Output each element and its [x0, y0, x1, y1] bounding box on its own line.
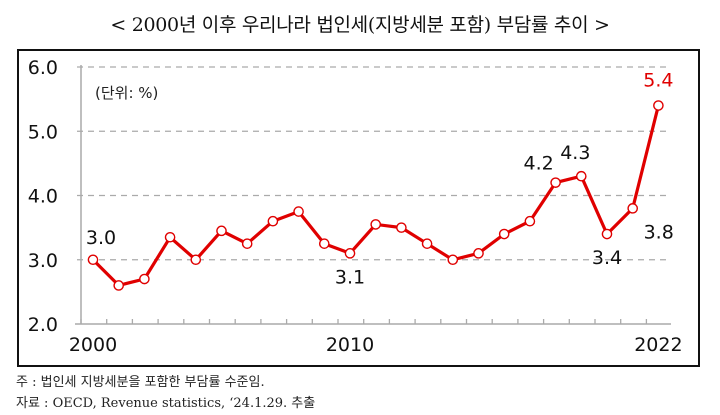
- data-label: 3.4: [592, 247, 622, 269]
- x-tick-label: 2000: [69, 334, 117, 356]
- data-point-marker: [318, 238, 330, 249]
- data-point-marker: [627, 203, 639, 214]
- data-label: 3.1: [335, 266, 365, 288]
- data-point-marker: [653, 100, 664, 111]
- data-label: 4.2: [523, 153, 553, 175]
- data-point-marker: [344, 248, 356, 259]
- data-point-marker: [473, 248, 484, 259]
- footnote-note: 주 : 법인세 지방세분을 포함한 부담률 수준임.: [16, 375, 265, 390]
- data-point-marker: [601, 228, 613, 240]
- data-point-marker: [524, 215, 536, 227]
- x-axis-tick-labels: 2000 2010 2022: [69, 334, 683, 356]
- data-point-marker: [447, 254, 459, 266]
- data-point-marker: [164, 231, 176, 243]
- data-label: 3.0: [86, 227, 116, 249]
- data-point-marker: [550, 177, 561, 188]
- y-tick-label: 6.0: [28, 57, 58, 79]
- x-tick-label: 2010: [326, 334, 374, 356]
- chart-title: < 2000년 이후 우리나라 법인세(지방세분 포함) 부담률 추이 >: [110, 14, 610, 36]
- data-point-marker: [113, 280, 124, 291]
- data-point-marker: [498, 228, 510, 240]
- data-label: 3.8: [644, 221, 674, 243]
- data-point-markers: [87, 100, 664, 291]
- data-label: 5.4: [643, 70, 673, 92]
- data-point-marker: [139, 273, 150, 285]
- chart-frame: [17, 49, 700, 367]
- footnote-source: 자료 : OECD, Revenue statistics, ‘24.1.29.…: [16, 396, 316, 411]
- axes: [75, 65, 671, 325]
- data-point-marker: [293, 206, 304, 217]
- data-point-marker: [576, 170, 587, 182]
- data-point-marker: [370, 219, 382, 230]
- y-tick-label: 5.0: [28, 121, 58, 143]
- x-tick-label: 2022: [634, 334, 682, 356]
- y-tick-label: 4.0: [28, 186, 58, 208]
- data-point-marker: [216, 225, 227, 237]
- data-labels: 3.0 3.1 4.2 4.3 3.4 3.8 5.4: [86, 70, 674, 289]
- unit-label: (단위: %): [95, 84, 158, 102]
- y-tick-label: 2.0: [28, 314, 58, 336]
- data-point-marker: [87, 254, 99, 266]
- data-point-marker: [241, 238, 253, 249]
- y-axis-tick-labels: 2.0 3.0 4.0 5.0 6.0: [28, 57, 58, 336]
- data-point-marker: [396, 222, 407, 233]
- data-point-marker: [190, 254, 202, 266]
- data-point-marker: [421, 238, 433, 249]
- data-point-marker: [267, 215, 279, 227]
- gridlines: [77, 66, 671, 261]
- y-tick-label: 3.0: [28, 250, 58, 272]
- data-label: 4.3: [560, 142, 590, 164]
